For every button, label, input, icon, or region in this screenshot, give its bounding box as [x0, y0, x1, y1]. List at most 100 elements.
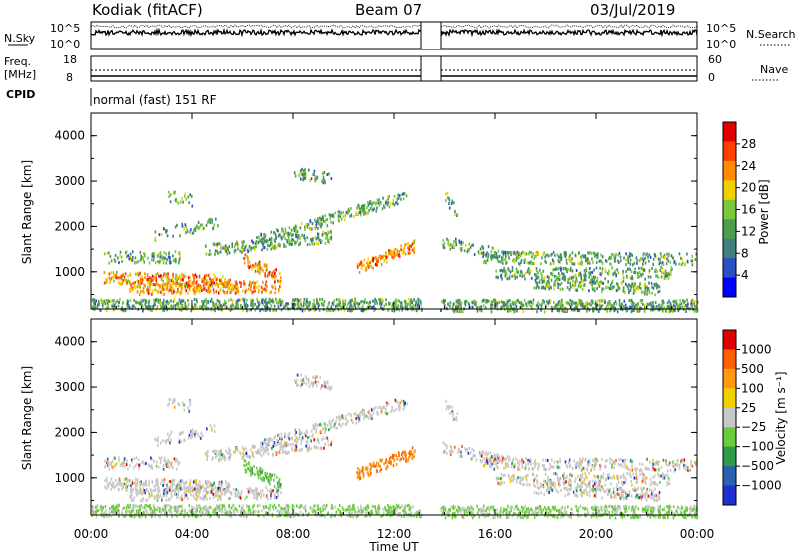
heatmap-cell	[663, 277, 666, 281]
heatmap-cell	[298, 436, 300, 440]
heatmap-cell	[461, 455, 463, 459]
heatmap-cell	[599, 272, 601, 276]
heatmap-cell	[642, 262, 644, 266]
heatmap-cell	[638, 285, 640, 289]
heatmap-cell	[163, 308, 166, 312]
heatmap-cell	[507, 465, 510, 468]
heatmap-cell	[204, 299, 206, 303]
heatmap-cell	[644, 277, 646, 281]
heatmap-cell	[180, 292, 182, 296]
heatmap-cell	[164, 305, 166, 308]
heatmap-cell	[111, 276, 114, 279]
heatmap-cell	[321, 239, 323, 243]
heatmap-cell	[631, 305, 633, 309]
heatmap-cell	[284, 435, 287, 439]
heatmap-cell	[126, 480, 128, 484]
heatmap-cell	[276, 481, 279, 485]
heatmap-cell	[138, 467, 140, 470]
heatmap-cell	[363, 413, 366, 417]
heatmap-cell	[377, 257, 380, 261]
heatmap-cell	[236, 491, 239, 495]
heatmap-cell	[523, 260, 526, 264]
heatmap-cell	[339, 301, 341, 305]
heatmap-cell	[361, 469, 364, 473]
heatmap-cell	[535, 273, 537, 277]
heatmap-cell	[271, 285, 274, 289]
heatmap-cell	[251, 239, 253, 243]
freq-tick-bottom: 8	[66, 71, 73, 84]
heatmap-cell	[287, 233, 289, 237]
heatmap-cell	[546, 285, 548, 289]
heatmap-cell	[245, 463, 247, 467]
heatmap-cell	[284, 236, 286, 240]
heatmap-cell	[256, 466, 258, 470]
heatmap-cell	[164, 272, 166, 276]
heatmap-cell	[260, 238, 263, 242]
heatmap-cell	[166, 234, 169, 238]
heatmap-cell	[389, 460, 391, 464]
heatmap-cell	[377, 260, 379, 264]
heatmap-cell	[221, 484, 223, 488]
heatmap-cell	[567, 257, 570, 261]
heatmap-cell	[201, 223, 204, 227]
heatmap-cell	[398, 451, 400, 455]
heatmap-cell	[373, 305, 375, 309]
heatmap-cell	[622, 279, 625, 283]
heatmap-cell	[663, 275, 666, 279]
heatmap-cell	[468, 447, 471, 450]
heatmap-cell	[504, 302, 507, 306]
heatmap-cell	[601, 299, 604, 302]
heatmap-cell	[404, 306, 407, 309]
heatmap-cell	[200, 497, 202, 500]
heatmap-cell	[532, 262, 534, 265]
heatmap-cell	[134, 464, 137, 468]
heatmap-cell	[517, 256, 519, 260]
heatmap-cell	[181, 286, 183, 290]
heatmap-cell	[255, 450, 257, 454]
heatmap-cell	[291, 436, 293, 440]
heatmap-cell	[656, 269, 658, 273]
heatmap-cell	[220, 449, 222, 453]
nsky-noise-line	[440, 28, 698, 38]
heatmap-cell	[150, 456, 152, 460]
heatmap-cell	[250, 246, 253, 250]
heatmap-cell	[320, 217, 323, 221]
heatmap-cell	[194, 286, 197, 290]
heatmap-cell	[483, 253, 485, 256]
heatmap-cell	[295, 241, 297, 245]
heatmap-cell	[239, 249, 241, 253]
heatmap-cell	[388, 308, 390, 312]
heatmap-cell	[582, 306, 584, 310]
heatmap-cell	[163, 306, 165, 310]
heatmap-cell	[280, 491, 282, 495]
heatmap-cell	[502, 457, 504, 461]
heatmap-cell	[407, 459, 409, 463]
heatmap-cell	[265, 239, 268, 243]
heatmap-cell	[369, 473, 371, 477]
heatmap-cell	[502, 250, 504, 254]
heatmap-cell	[340, 424, 342, 428]
heatmap-cell	[671, 306, 674, 309]
heatmap-cell	[542, 299, 545, 303]
heatmap-cell	[192, 306, 195, 310]
heatmap-cell	[118, 261, 120, 265]
heatmap-cell	[273, 441, 276, 444]
heatmap-cell	[447, 239, 449, 243]
heatmap-cell	[373, 299, 375, 303]
heatmap-cell	[247, 264, 250, 268]
heatmap-cell	[256, 263, 259, 267]
heatmap-cell	[453, 201, 455, 205]
heatmap-cell	[266, 285, 268, 289]
heatmap-cell	[183, 194, 186, 198]
heatmap-cell	[281, 229, 283, 233]
heatmap-cell	[651, 285, 654, 289]
heatmap-cell	[243, 459, 246, 463]
heatmap-cell	[566, 301, 568, 305]
heatmap-cell	[304, 176, 307, 180]
heatmap-cell	[569, 303, 571, 307]
heatmap-cell	[342, 300, 344, 304]
heatmap-cell	[165, 275, 168, 279]
heatmap-cell	[214, 492, 216, 496]
heatmap-cell	[115, 479, 117, 483]
heatmap-cell	[337, 415, 340, 419]
